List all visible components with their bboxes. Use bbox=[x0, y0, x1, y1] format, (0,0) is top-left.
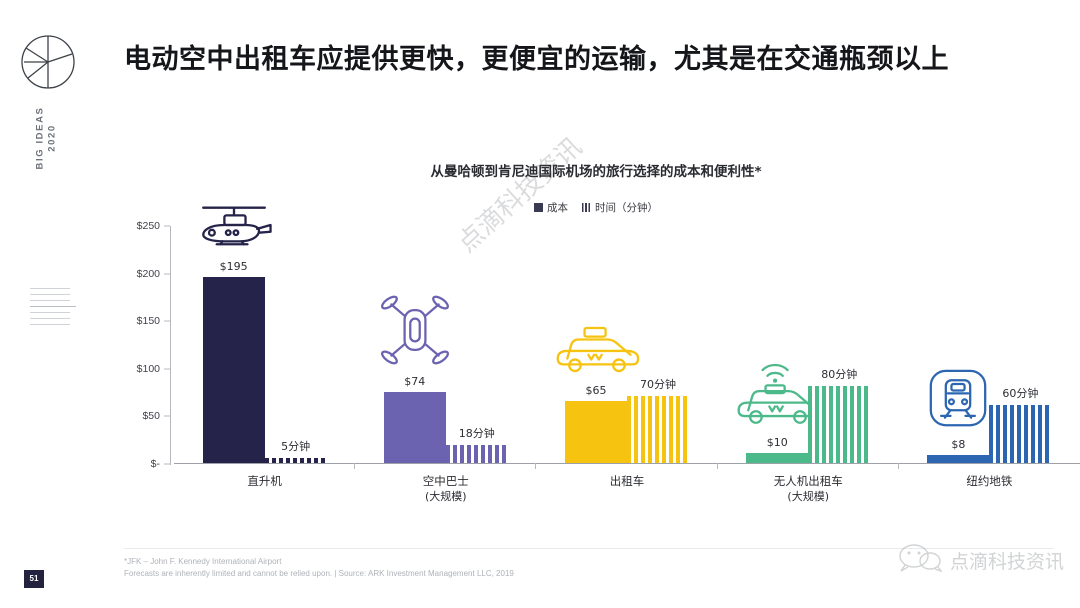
time-bar[interactable]: 80分钟 bbox=[808, 368, 871, 463]
footnote-divider bbox=[124, 548, 1054, 549]
legend-item-cost: 成本 bbox=[534, 200, 568, 215]
y-axis: $250 $200 $150 $100 $50 $- bbox=[116, 220, 170, 470]
x-axis-category-label: 直升机 bbox=[174, 473, 355, 489]
footnote-line-2: Forecasts are inherently limited and can… bbox=[124, 569, 514, 578]
cost-bar-value-label: $74 bbox=[404, 375, 426, 389]
bar-pair: $8 60分钟 bbox=[899, 225, 1080, 463]
x-axis-category-label: 无人机出租车 (大规模) bbox=[718, 473, 899, 505]
rail-decorative-lines bbox=[30, 288, 76, 330]
bottom-right-watermark-text: 点滴科技资讯 bbox=[949, 551, 1064, 573]
helicopter-icon bbox=[195, 200, 273, 255]
wechat-icon bbox=[898, 543, 943, 578]
y-axis-tick-label: $200 bbox=[136, 267, 160, 280]
y-axis-tick-mark bbox=[164, 463, 170, 465]
y-axis-tick-mark bbox=[164, 368, 170, 370]
legend-label-cost: 成本 bbox=[547, 202, 568, 214]
time-bar-value-label: 60分钟 bbox=[1002, 387, 1039, 401]
y-axis-tick-label: $150 bbox=[136, 315, 160, 328]
legend-swatch-time-icon bbox=[582, 203, 591, 212]
bar-group: $74 18分钟空中巴士 (大规模) bbox=[355, 225, 537, 503]
bar-group: $195 5分钟直升机 bbox=[174, 206, 356, 488]
y-axis-line bbox=[170, 226, 171, 465]
cost-bar[interactable]: $74 bbox=[380, 295, 449, 463]
category-line-1: 纽约地铁 bbox=[966, 473, 1013, 488]
bottom-right-watermark: 点滴科技资讯 bbox=[898, 543, 1064, 578]
y-axis-tick-mark bbox=[164, 225, 170, 227]
category-line-1: 无人机出租车 bbox=[773, 473, 843, 488]
chart-legend: 成本 时间（分钟） bbox=[112, 200, 1080, 215]
big-ideas-vertical-label: BIG IDEAS 2020 bbox=[0, 107, 96, 196]
big-ideas-line1: BIG IDEAS bbox=[34, 106, 45, 170]
bar-pair: $10 80分钟 bbox=[718, 225, 899, 463]
y-axis-tick-mark bbox=[164, 415, 170, 417]
page-title: 电动空中出租车应提供更快，更便宜的运输，尤其是在交通瓶颈以上 bbox=[124, 44, 949, 75]
x-axis-tick-mark bbox=[354, 462, 356, 469]
footnote: *JFK – John F. Kennedy International Air… bbox=[124, 556, 824, 580]
big-ideas-line2: 2020 bbox=[46, 124, 57, 152]
bar-pair: $195 5分钟 bbox=[174, 206, 355, 463]
y-axis-tick-label: $50 bbox=[142, 410, 160, 423]
category-line-2: (大规模) bbox=[787, 489, 829, 503]
time-bar-value-label: 18分钟 bbox=[458, 427, 495, 441]
legend-swatch-cost-icon bbox=[534, 203, 543, 212]
left-rail: BIG IDEAS 2020 51 bbox=[0, 0, 112, 608]
y-axis-tick-label: $250 bbox=[136, 220, 160, 232]
ark-circle-logo-icon bbox=[20, 34, 76, 90]
time-bar-value-label: 70分钟 bbox=[640, 377, 676, 391]
taxi-icon bbox=[552, 326, 640, 379]
x-axis-baseline bbox=[174, 462, 1080, 464]
cost-bar[interactable]: $195 bbox=[201, 206, 272, 463]
y-axis-tick-mark bbox=[164, 320, 170, 322]
category-line-1: 直升机 bbox=[247, 473, 282, 488]
x-axis-tick-mark bbox=[897, 462, 899, 469]
footnote-line-1: *JFK – John F. Kennedy International Air… bbox=[124, 557, 282, 566]
cost-bar[interactable]: $8 bbox=[927, 369, 990, 463]
x-axis-category-label: 纽约地铁 bbox=[899, 473, 1080, 489]
time-bar[interactable]: 18分钟 bbox=[445, 427, 508, 463]
cost-bar-value-label: $195 bbox=[219, 259, 248, 273]
drone-icon bbox=[379, 295, 451, 370]
y-axis-tick-mark bbox=[164, 273, 170, 275]
legend-item-time: 时间（分钟） bbox=[582, 200, 658, 215]
page-number-badge: 51 bbox=[24, 570, 44, 588]
cost-bar-value-label: $10 bbox=[766, 435, 788, 449]
x-axis-tick-mark bbox=[716, 462, 718, 469]
category-line-1: 出租车 bbox=[609, 473, 645, 488]
chart-container: 从曼哈顿到肯尼迪国际机场的旅行选择的成本和便利性* 成本 时间（分钟） $250… bbox=[112, 148, 1080, 538]
x-axis-tick-mark bbox=[535, 462, 537, 469]
x-axis-category-label: 空中巴士 (大规模) bbox=[355, 473, 536, 505]
category-line-1: 空中巴士 bbox=[422, 473, 469, 488]
cost-bar[interactable]: $10 bbox=[737, 363, 821, 463]
chart-title: 从曼哈顿到肯尼迪国际机场的旅行选择的成本和便利性* bbox=[430, 164, 762, 180]
cost-bar-value-label: $65 bbox=[585, 383, 607, 397]
bar-pair: $65 70分钟 bbox=[536, 225, 717, 463]
bar-group: $65 70分钟出租车 bbox=[536, 225, 718, 488]
bar-groups: $195 5分钟 直升机 $74 18分钟 空中巴士 (大规模) $65 70分钟 出租车 $10 8… bbox=[174, 206, 1080, 503]
time-bar-value-label: 5分钟 bbox=[281, 439, 311, 453]
time-bar[interactable]: 70分钟 bbox=[627, 378, 689, 463]
bar-group: $10 80分钟无人机出租车 (大规模) bbox=[718, 225, 899, 503]
y-axis-tick-label: $- bbox=[150, 458, 160, 470]
bar-group: $8 60分钟纽约地铁 bbox=[899, 225, 1080, 488]
plot-area: $250 $200 $150 $100 $50 $- $195 5分钟直升机 $74 18分钟空… bbox=[137, 206, 1080, 503]
cost-bar[interactable]: $65 bbox=[556, 326, 640, 463]
cost-bar-value-label: $8 bbox=[951, 437, 966, 451]
bar-pair: $74 18分钟 bbox=[355, 225, 536, 463]
time-bar[interactable]: 5分钟 bbox=[264, 440, 327, 463]
time-bar-value-label: 80分钟 bbox=[821, 368, 858, 382]
category-line-2: (大规模) bbox=[425, 489, 467, 503]
x-axis-category-label: 出租车 bbox=[536, 473, 717, 489]
y-axis-tick-label: $100 bbox=[136, 362, 160, 375]
subway-icon bbox=[928, 368, 988, 433]
time-bar[interactable]: 60分钟 bbox=[989, 387, 1052, 463]
legend-label-time: 时间（分钟） bbox=[595, 202, 658, 214]
